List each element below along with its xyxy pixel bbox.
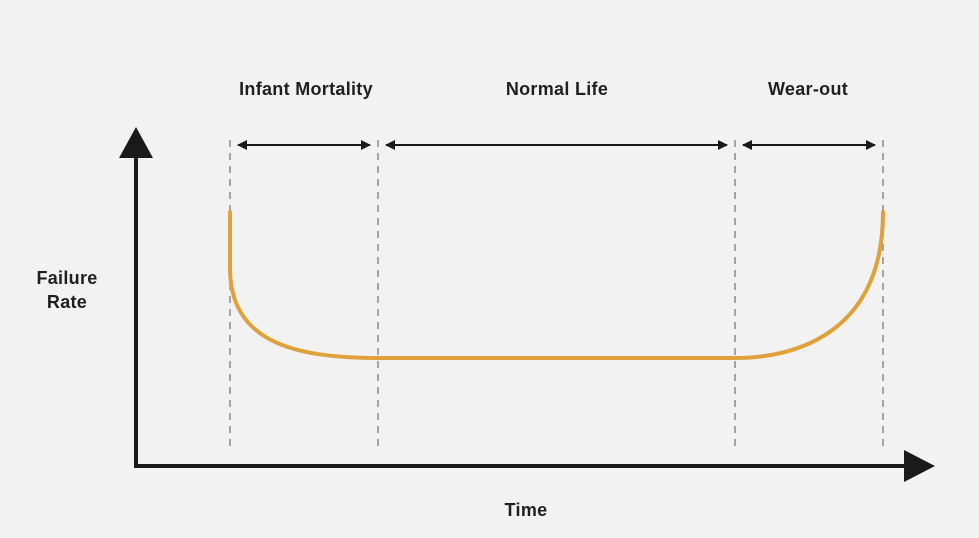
phase-label-normal-life: Normal Life <box>505 79 609 99</box>
y-axis-label-line1: Failure <box>36 268 98 288</box>
y-axis-label: Failure Rate <box>22 266 112 314</box>
phase-label-infant-mortality: Infant Mortality <box>239 79 373 99</box>
x-axis-label: Time <box>504 500 548 520</box>
failure-rate-curve <box>228 210 885 360</box>
y-axis-arrowhead <box>119 127 153 158</box>
phase-label-wear-out: Wear-out <box>767 79 849 99</box>
x-axis-arrowhead <box>904 450 935 482</box>
y-axis-label-line2: Rate <box>46 292 88 312</box>
